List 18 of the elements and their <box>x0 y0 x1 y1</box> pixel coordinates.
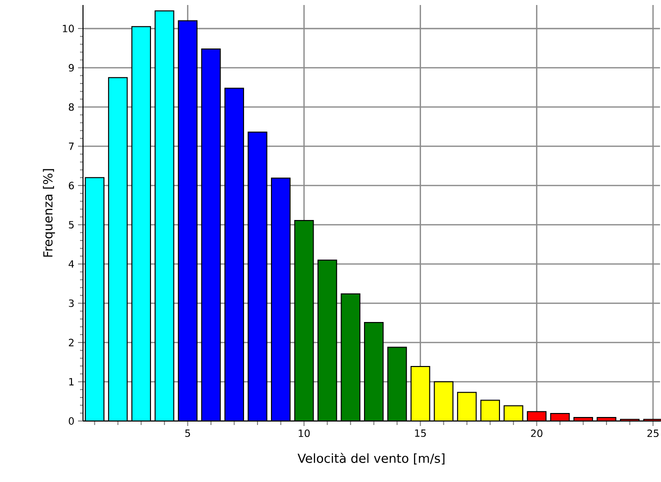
y-tick-label: 2 <box>68 338 74 346</box>
x-tick-label: 15 <box>415 430 426 437</box>
x-tick-label: 10 <box>298 429 310 438</box>
y-tick-label: 9 <box>68 64 74 72</box>
x-tick-label: 5 <box>185 430 190 437</box>
y-tick-label: 10 <box>62 24 74 32</box>
y-axis-title: Frequenza [%] <box>42 169 55 257</box>
y-tick-label: 3 <box>68 299 74 308</box>
x-tick-label: 20 <box>531 429 542 438</box>
y-tick-label: 5 <box>68 221 74 228</box>
y-tick-label: 8 <box>68 103 74 111</box>
x-axis-title: Velocità del vento [m/s] <box>298 452 444 464</box>
y-tick-label: 4 <box>68 260 74 268</box>
y-tick-label: 6 <box>68 182 74 190</box>
y-tick-label: 0 <box>68 417 74 425</box>
y-tick-label: 7 <box>68 142 74 150</box>
x-tick-label: 25 <box>647 429 658 438</box>
y-tick-label: 1 <box>69 378 74 386</box>
